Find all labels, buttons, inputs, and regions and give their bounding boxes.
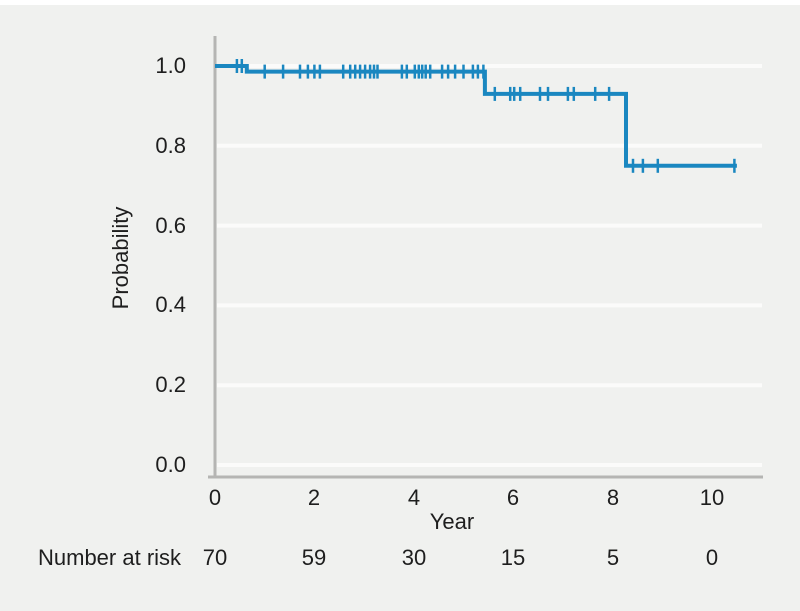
number-at-risk-label: Number at risk <box>38 545 182 570</box>
y-tick-label: 1.0 <box>155 53 186 78</box>
y-tick-label: 0.0 <box>155 452 186 477</box>
x-tick-label: 8 <box>606 485 620 510</box>
axis-lines <box>208 36 763 479</box>
x-tick-label: 4 <box>407 485 421 510</box>
x-tick-label: 0 <box>208 485 222 510</box>
y-tick-label: 0.8 <box>155 133 186 158</box>
survival-curve <box>215 64 737 168</box>
x-axis-title: Year <box>429 509 475 534</box>
at-risk-count: 70 <box>202 545 228 570</box>
x-tick-label: 10 <box>699 485 725 510</box>
at-risk-count: 30 <box>401 545 427 570</box>
at-risk-count: 0 <box>705 545 719 570</box>
at-risk-count: 59 <box>301 545 327 570</box>
y-tick-label: 0.4 <box>155 292 186 317</box>
at-risk-count: 15 <box>500 545 526 570</box>
figure-top-border <box>0 0 800 5</box>
x-tick-label: 2 <box>307 485 321 510</box>
at-risk-count: 5 <box>606 545 620 570</box>
x-tick-label: 6 <box>506 485 520 510</box>
y-tick-label: 0.2 <box>155 372 186 397</box>
y-tick-label: 0.6 <box>155 213 186 238</box>
